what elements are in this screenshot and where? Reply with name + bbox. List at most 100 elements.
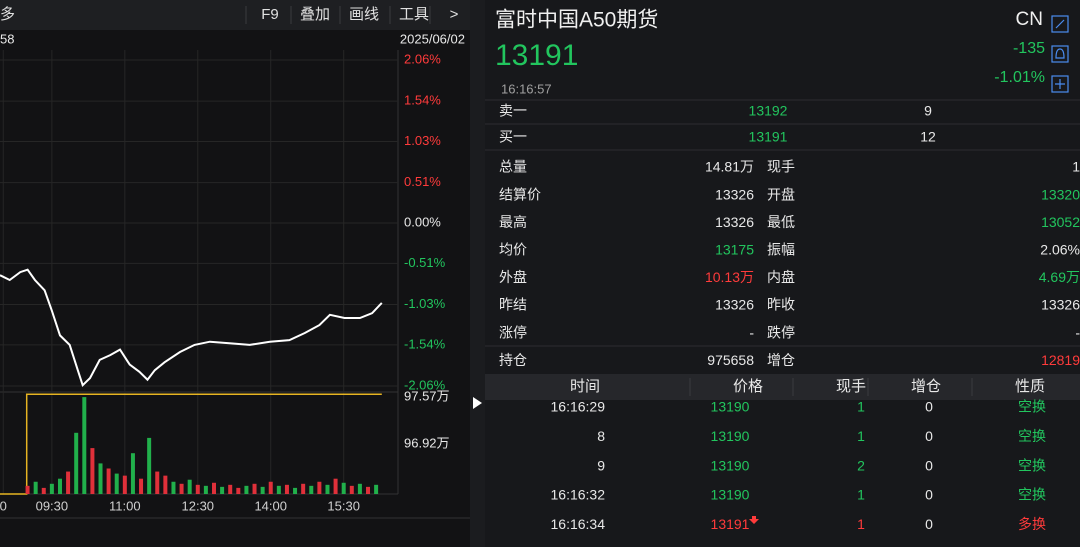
stat-value: 12819 [1041,352,1080,368]
stat-label: 振幅 [767,242,795,258]
trade-type: 空换 [1018,428,1046,444]
chart-date: 2025/06/02 [400,31,465,46]
stat-value: 4.69万 [1039,269,1080,285]
x-tick-label: 15:30 [327,498,360,513]
volume-bar [25,485,30,494]
toolbar-button[interactable]: 叠加 [300,6,330,23]
series-line [0,393,382,495]
stat-value: 2.06% [1040,242,1080,258]
volume-bar [171,481,176,494]
volume-bar [357,483,362,494]
last-price: 13191 [495,39,578,72]
column-header[interactable]: 性质 [1015,378,1045,395]
stat-label: 昨结 [499,297,527,313]
toolbar-background [0,0,470,30]
stat-label: 跌停 [767,324,795,340]
toolbar-button[interactable]: 画线 [349,6,379,23]
y-tick-label: -0.51% [404,255,446,270]
volume-bar [41,487,46,494]
toolbar-button[interactable]: F9 [261,6,279,23]
volume-bar [236,487,241,494]
volume-bar [366,486,371,494]
column-header[interactable]: 时间 [570,378,600,395]
x-tick-label: 11:00 [109,498,141,513]
volume-bar [276,485,281,494]
volume-bar [260,486,265,494]
book-size: 12 [920,129,936,145]
stat-label: 总量 [499,159,527,175]
stat-label: 最低 [767,214,795,230]
trade-time: 16:16:32 [551,487,606,503]
volume-bar [163,475,168,494]
trade-size: 1 [857,487,865,503]
toolbar-button[interactable]: > [450,6,459,23]
stat-value: - [749,324,754,340]
toolbar-button[interactable]: 工具 [399,6,429,23]
x-tick-label: 14:00 [254,498,287,513]
collapse-arrow[interactable] [473,397,482,409]
y-tick-label: 97.57万 [404,389,450,404]
add-icon[interactable] [1051,75,1069,93]
volume-bar [268,481,273,494]
column-header[interactable]: 价格 [733,378,763,395]
edit-icon[interactable] [1051,15,1069,33]
volume-bar [252,483,257,494]
volume-bar [374,484,379,494]
trade-size: 2 [857,457,865,473]
trade-price: 13190 [711,428,750,444]
volume-bar [284,484,289,494]
y-tick-label: -1.54% [404,336,446,351]
volume-bar [90,448,95,494]
y-tick-label: -2.06% [404,377,446,392]
volume-bar [98,463,103,494]
stat-value: 13052 [1041,214,1080,230]
stat-value: 13326 [715,297,754,313]
book-price: 13191 [749,129,788,145]
volume-bar [147,437,152,494]
trades-header-background [485,374,1080,400]
volume-bar [82,397,87,494]
y-tick-label: 2.06% [404,51,441,66]
stat-label: 涨停 [499,324,527,340]
volume-bar [333,478,338,494]
stat-value: 13320 [1041,186,1080,202]
column-header[interactable]: 增仓 [911,378,941,395]
volume-bar [139,478,144,494]
alert-icon[interactable] [1051,45,1069,63]
volume-bar [325,484,330,494]
splitter[interactable] [470,0,485,547]
stat-value: 13326 [1041,297,1080,313]
trade-price: 13190 [711,487,750,503]
stat-label: 持仓 [499,352,527,368]
trade-oi-change: 0 [925,428,933,444]
volume-bar [309,485,314,494]
trade-type: 空换 [1018,487,1046,503]
x-tick-label: 0 [0,498,7,513]
stat-label: 最高 [499,214,527,230]
stat-label: 外盘 [499,269,527,285]
chart-background [0,0,470,547]
toolbar-button[interactable]: 多 [0,6,15,23]
volume-bar [49,483,54,494]
stat-value: 13326 [715,186,754,202]
stat-value: 975658 [707,352,754,368]
y-tick-label: 0.00% [404,214,441,229]
y-tick-label: 96.92万 [404,436,450,451]
stat-value: - [1075,324,1080,340]
alert-icon-bell [1055,48,1065,59]
x-tick-label: 12:30 [182,498,215,513]
trade-time: 16:16:34 [551,516,606,532]
trade-type: 空换 [1018,457,1046,473]
trade-type: 空换 [1018,399,1046,415]
volume-bar [33,481,38,494]
book-side: 买一 [499,129,527,145]
quote-panel [485,0,1080,547]
volume-bar [220,486,225,494]
trade-oi-change: 0 [925,399,933,415]
quote-time: 16:16:57 [501,81,552,96]
trade-type: 多换 [1018,516,1046,532]
y-tick-label: 1.03% [404,133,441,148]
column-header[interactable]: 现手 [836,378,866,395]
change-percent: -1.01% [994,69,1045,86]
